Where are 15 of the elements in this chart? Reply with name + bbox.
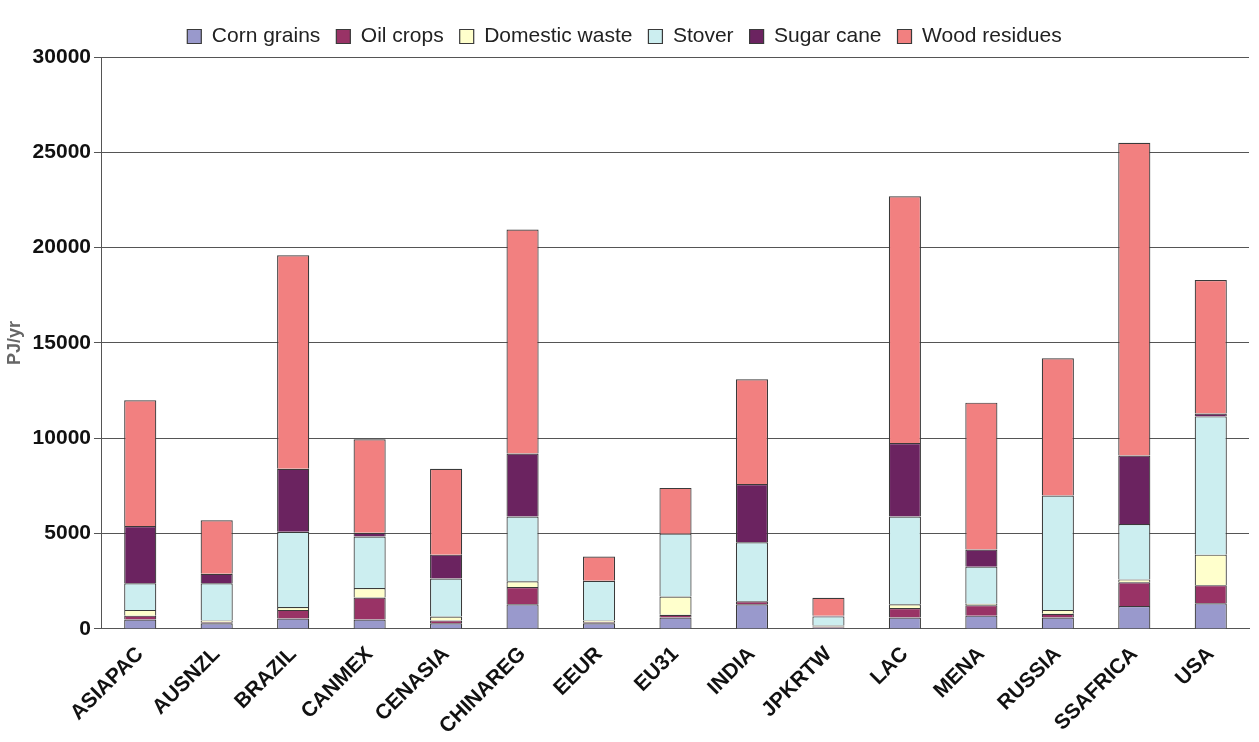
y-axis-title: PJ/yr: [3, 320, 24, 366]
y-tick-label: 20000: [32, 234, 91, 258]
legend-label: Stover: [672, 23, 734, 47]
y-tick-label: 30000: [32, 43, 91, 67]
y-tick-label: 10000: [32, 425, 91, 449]
legend-label: Sugar cane: [774, 23, 882, 47]
x-tick-label: USA: [1170, 641, 1218, 690]
legend-label: Oil crops: [360, 23, 444, 47]
legend-label: Domestic waste: [484, 23, 633, 47]
y-tick-label: 25000: [32, 139, 91, 163]
y-tick-label: 0: [79, 615, 91, 639]
y-tick-label: 5000: [44, 520, 91, 544]
legend-label: Corn grains: [211, 23, 321, 47]
y-tick-label: 15000: [32, 329, 91, 353]
legend-label: Wood residues: [922, 23, 1062, 47]
